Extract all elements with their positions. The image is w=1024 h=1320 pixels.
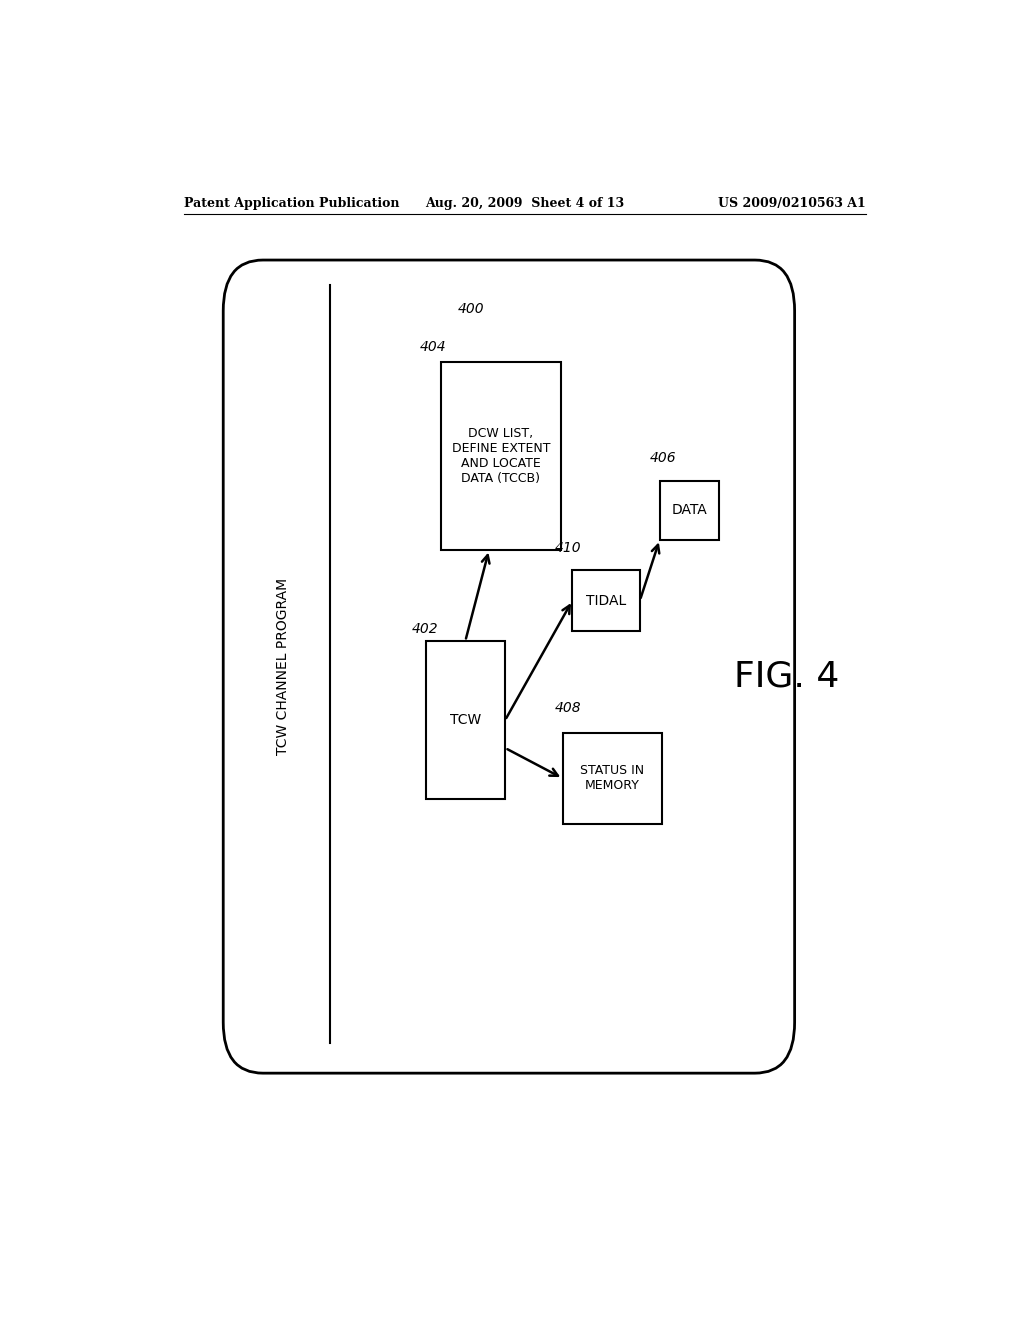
Text: FIG. 4: FIG. 4 [734, 660, 840, 694]
FancyBboxPatch shape [426, 642, 505, 799]
Text: TIDAL: TIDAL [586, 594, 627, 607]
Text: STATUS IN
MEMORY: STATUS IN MEMORY [581, 764, 644, 792]
Text: 402: 402 [412, 622, 438, 636]
Text: DCW LIST,
DEFINE EXTENT
AND LOCATE
DATA (TCCB): DCW LIST, DEFINE EXTENT AND LOCATE DATA … [452, 426, 550, 484]
Text: 408: 408 [555, 701, 582, 715]
Text: Patent Application Publication: Patent Application Publication [183, 197, 399, 210]
Text: US 2009/0210563 A1: US 2009/0210563 A1 [718, 197, 866, 210]
Text: TCW CHANNEL PROGRAM: TCW CHANNEL PROGRAM [275, 578, 290, 755]
Text: DATA: DATA [672, 503, 708, 517]
Text: 410: 410 [555, 541, 582, 554]
Text: 400: 400 [458, 302, 484, 315]
FancyBboxPatch shape [441, 362, 560, 549]
FancyBboxPatch shape [223, 260, 795, 1073]
FancyBboxPatch shape [659, 480, 719, 540]
Text: TCW: TCW [450, 713, 481, 727]
FancyBboxPatch shape [563, 733, 663, 824]
Text: Aug. 20, 2009  Sheet 4 of 13: Aug. 20, 2009 Sheet 4 of 13 [425, 197, 625, 210]
Text: 406: 406 [650, 451, 677, 466]
Text: 404: 404 [420, 339, 446, 354]
FancyBboxPatch shape [572, 570, 640, 631]
